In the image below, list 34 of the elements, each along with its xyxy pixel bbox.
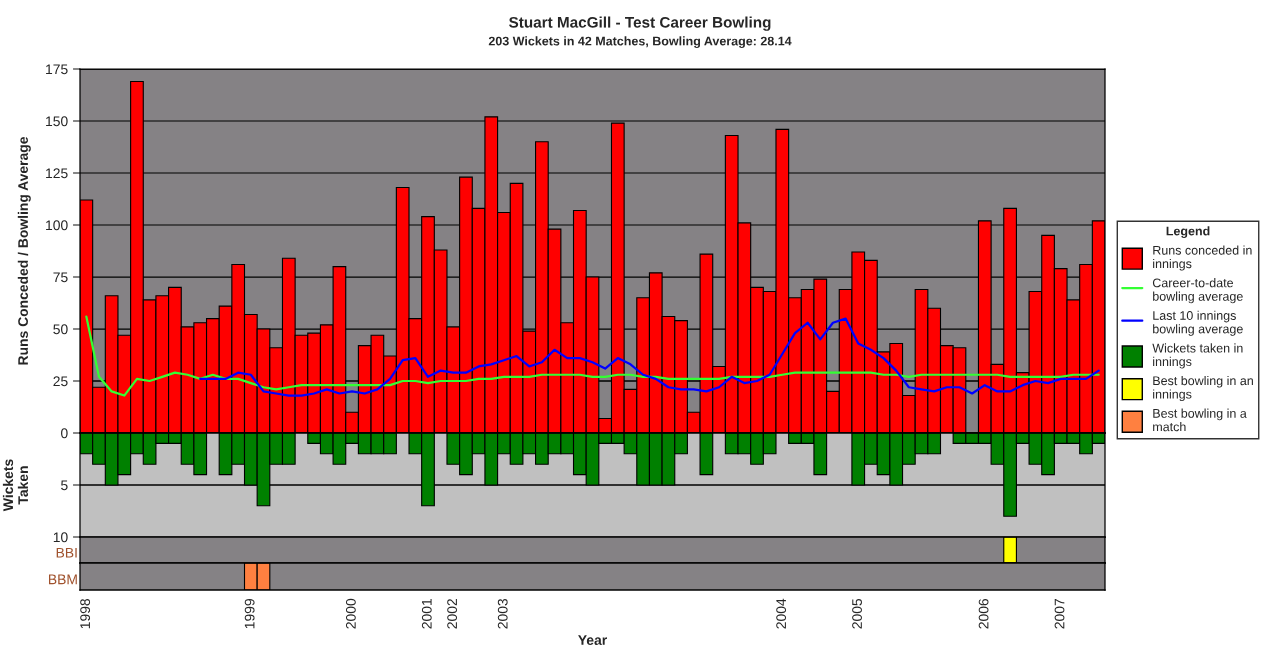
y-tick-label: 100 (46, 220, 68, 231)
y-axis-title: Runs Conceded / Bowling Average (17, 137, 31, 365)
x-axis-title: Year (578, 635, 607, 645)
y-tick-label: 75 (53, 272, 68, 283)
legend-label: Best bowling in a match (1153, 408, 1247, 432)
x-tick-label: 2001 (421, 599, 432, 629)
chart-title: Stuart MacGill - Test Career Bowling (509, 16, 771, 31)
y-axis-title: BBI (56, 547, 77, 558)
x-tick-label: 1999 (244, 598, 255, 629)
y-tick-label: 125 (46, 168, 68, 179)
y-tick-label: 175 (46, 64, 68, 75)
x-tick-label: 2002 (447, 599, 458, 629)
x-tick-label: 2007 (1054, 599, 1065, 629)
legend-label: Wickets taken in innings (1152, 343, 1243, 369)
y-axis-title: BBM (48, 574, 77, 585)
x-tick-label: 2003 (497, 598, 508, 629)
y-axis-title: Wickets Taken (2, 459, 29, 512)
y-tick-label: 0 (61, 428, 68, 439)
y-tick-label: 25 (53, 376, 68, 387)
legend-label: Best bowling in an innings (1153, 375, 1253, 402)
legend-label: Career-to-date bowling average (1152, 278, 1243, 304)
x-tick-label: 2006 (978, 598, 989, 629)
x-tick-label: 2000 (345, 598, 356, 629)
legend-label: Runs conceded in innings (1153, 245, 1252, 271)
y-tick-label: 150 (46, 116, 68, 127)
y-tick-label: 10 (53, 532, 68, 543)
x-tick-label: 2004 (776, 598, 787, 629)
legend-title: Legend (1166, 226, 1210, 238)
x-tick-label: 1998 (80, 598, 91, 629)
y-tick-label: 5 (61, 480, 68, 491)
chart-subtitle: 203 Wickets in 42 Matches, Bowling Average: 28.14 (488, 36, 792, 49)
x-tick-label: 2005 (852, 598, 862, 629)
legend-label: Last 10 innings bowling average (1153, 310, 1243, 336)
y-tick-label: 50 (53, 324, 68, 335)
